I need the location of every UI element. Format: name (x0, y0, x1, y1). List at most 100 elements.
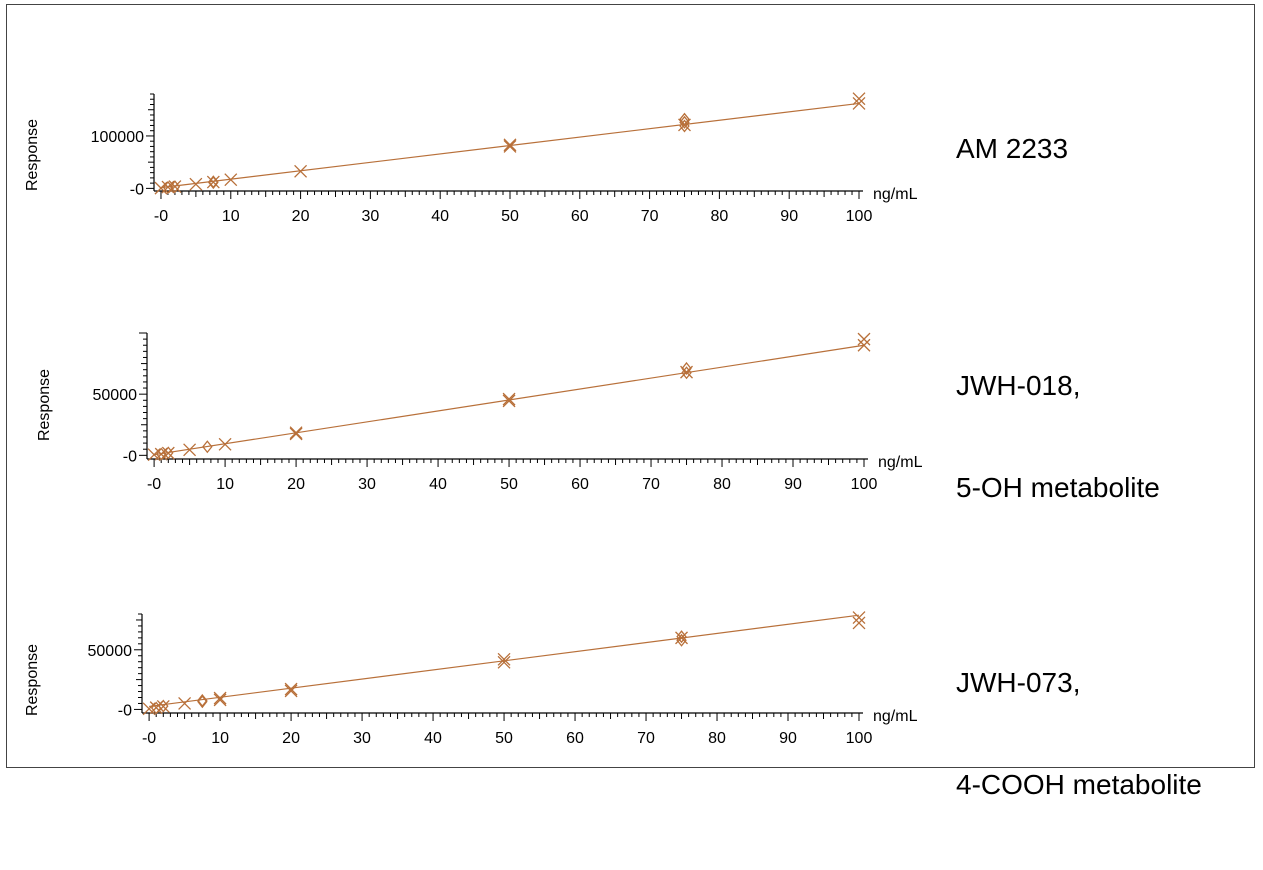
x-tick-label: 40 (424, 730, 442, 747)
calibration-fit-line (149, 614, 860, 708)
data-point-cross (675, 631, 688, 645)
data-point-cross (224, 173, 238, 187)
x-tick-label: 50 (495, 730, 513, 747)
x-tick-label: 80 (710, 208, 728, 225)
data-point-diamond (208, 176, 219, 190)
y-axis-title: Response (36, 369, 53, 441)
data-point-cross (852, 616, 866, 630)
x-tick-label: 10 (216, 476, 234, 493)
data-point-cross (218, 437, 232, 451)
data-point-diamond (158, 699, 169, 713)
data-point-diamond (676, 630, 687, 644)
x-tick-label: 20 (287, 476, 305, 493)
data-point-diamond (679, 112, 690, 126)
data-point-diamond (676, 633, 687, 647)
data-point-diamond (681, 366, 692, 380)
data-point-diamond (163, 446, 174, 460)
x-tick-label: 30 (353, 730, 371, 747)
x-tick-label: 80 (713, 476, 731, 493)
data-point-cross (183, 443, 197, 457)
data-point-cross (497, 655, 511, 669)
data-point-cross (161, 446, 175, 460)
x-unit-label: ng/mL (873, 186, 918, 203)
data-point-cross (189, 177, 203, 191)
figure-frame: -0 10 20 30 40 50 60 70 80 90 100 ng/mL -0 100000 Resp… (6, 4, 1255, 800)
data-point-diamond (202, 440, 213, 454)
x-tick-label: 90 (780, 208, 798, 225)
x-tick-label: 70 (641, 208, 659, 225)
y-axis-title: Response (24, 119, 41, 191)
data-point-diamond (197, 693, 208, 708)
data-point-cross (284, 682, 298, 696)
x-tick-label: 40 (431, 208, 449, 225)
x-tick-label: 70 (642, 476, 660, 493)
y-tick-label: -0 (130, 181, 144, 198)
y-axis-title: Response (24, 644, 41, 716)
x-tick-label: 60 (566, 730, 584, 747)
x-unit-label: ng/mL (878, 454, 923, 471)
compound-title-line: AM 2233 (956, 133, 1069, 164)
compound-title-line: JWH-018, (956, 370, 1081, 401)
compound-title-am2233: AM 2233 (956, 64, 1068, 234)
x-tick-label: 80 (708, 730, 726, 747)
data-point-diamond (679, 119, 690, 133)
x-tick-label: -0 (154, 208, 168, 225)
data-point-diamond (679, 115, 690, 129)
data-point-cross (497, 652, 511, 666)
x-tick-label: 100 (846, 208, 873, 225)
y-tick-label: 100000 (91, 129, 144, 146)
compound-title-jwh073: JWH-073, 4-COOH metabolite (956, 598, 1202, 870)
x-tick-label: 10 (211, 730, 229, 747)
compound-title-line: 5-OH metabolite (956, 472, 1160, 503)
data-point-cross (503, 139, 517, 153)
x-tick-label: 50 (500, 476, 518, 493)
x-tick-label: 70 (637, 730, 655, 747)
data-point-cross (213, 691, 227, 705)
data-point-cross (289, 426, 303, 440)
x-tick-label: 90 (784, 476, 802, 493)
x-tick-label: 30 (361, 208, 379, 225)
data-point-cross (852, 96, 866, 110)
compound-title-jwh018: JWH-018, 5-OH metabolite (956, 301, 1160, 573)
x-tick-label: 100 (851, 476, 878, 493)
data-point-cross (857, 338, 871, 352)
data-point-diamond (197, 695, 208, 709)
x-tick-label: 100 (846, 730, 873, 747)
data-point-cross (852, 92, 866, 106)
x-tick-label: 40 (429, 476, 447, 493)
x-tick-label: 60 (571, 208, 589, 225)
data-point-cross (857, 332, 871, 346)
data-point-cross (294, 164, 308, 178)
data-point-cross (502, 394, 516, 408)
x-tick-label: -0 (147, 476, 161, 493)
data-point-cross (284, 684, 298, 698)
x-unit-label: ng/mL (873, 708, 918, 725)
data-point-cross (503, 138, 517, 152)
x-tick-label: 50 (501, 208, 519, 225)
x-tick-label: 20 (292, 208, 310, 225)
x-tick-label: 30 (358, 476, 376, 493)
data-point-cross (178, 696, 192, 710)
compound-title-line: 4-COOH metabolite (956, 769, 1202, 800)
data-point-diamond (681, 361, 692, 376)
x-tick-label: 10 (222, 208, 240, 225)
data-point-cross (213, 693, 227, 707)
data-point-cross (206, 175, 220, 189)
y-tick-label: -0 (123, 448, 137, 465)
data-point-diamond (169, 180, 181, 194)
y-tick-label: -0 (118, 702, 132, 719)
x-tick-label: 20 (282, 730, 300, 747)
compound-title-line: JWH-073, (956, 667, 1081, 698)
y-tick-label: 50000 (93, 387, 138, 404)
data-point-cross (289, 427, 303, 441)
data-point-cross (502, 392, 516, 406)
x-tick-label: 90 (779, 730, 797, 747)
y-tick-label: 50000 (88, 643, 133, 660)
x-tick-label: 60 (571, 476, 589, 493)
data-point-cross (852, 611, 866, 625)
x-tick-label: -0 (142, 730, 156, 747)
data-point-cross (168, 180, 182, 194)
